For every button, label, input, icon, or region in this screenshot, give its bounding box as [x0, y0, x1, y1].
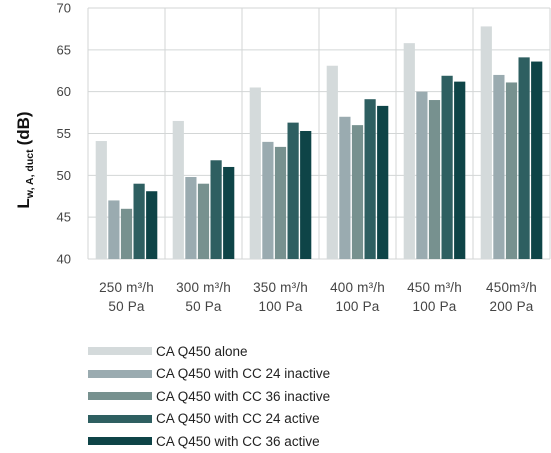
x-axis-categories: 250 m³/h 50 Pa 300 m³/h 50 Pa 350 m³/h 100 Pa… [99, 280, 537, 314]
y-axis-ticks: 40 45 50 55 60 65 70 [57, 1, 71, 267]
x-category-label: 450 m³/h [407, 280, 462, 295]
y-axis-label-unit: (dB) [14, 111, 33, 145]
legend-label: CA Q450 with CC 36 inactive [156, 388, 331, 404]
x-category-label: 100 Pa [336, 299, 380, 314]
y-axis-label-main: L [14, 198, 33, 208]
bar [300, 130, 312, 259]
x-category-label: 200 Pa [490, 299, 534, 314]
legend-swatch [88, 437, 152, 446]
x-category-label: 350 m³/h [253, 280, 308, 295]
bar [95, 141, 107, 259]
x-category-label: 300 m³/h [176, 280, 231, 295]
x-category-label: 400 m³/h [330, 280, 385, 295]
bar [223, 166, 235, 259]
x-category-label: 100 Pa [413, 299, 457, 314]
bar [108, 200, 120, 259]
bar [287, 122, 299, 259]
bar [249, 87, 261, 259]
legend-swatch [88, 369, 152, 378]
x-category-label: 50 Pa [108, 299, 145, 314]
bar [403, 43, 415, 259]
legend-label: CA Q450 with CC 24 inactive [156, 366, 331, 382]
bar [493, 74, 505, 259]
bar [172, 120, 184, 259]
bar [146, 191, 158, 259]
bar [377, 105, 389, 259]
legend-item: CA Q450 with CC 36 inactive [88, 385, 330, 408]
bar [364, 99, 376, 260]
legend-swatch [88, 414, 152, 423]
bar [505, 82, 518, 259]
x-category-label: 250 m³/h [99, 280, 154, 295]
y-axis-label-subscript: w, A, duct [24, 149, 36, 199]
bar [197, 183, 210, 259]
bar [351, 125, 364, 259]
chart-grid [87, 7, 551, 260]
legend-item: CA Q450 with CC 36 active [88, 430, 330, 453]
bar [339, 116, 351, 260]
legend-swatch [88, 347, 152, 356]
x-category-label: 50 Pa [185, 299, 222, 314]
chart-legend: CA Q450 alone CA Q450 with CC 24 inactive… [88, 340, 330, 453]
bar [120, 208, 133, 259]
bar [531, 61, 543, 260]
bar [480, 26, 492, 260]
legend-item: CA Q450 alone [88, 340, 330, 363]
y-tick-label: 45 [57, 210, 71, 225]
y-tick-label: 50 [57, 168, 71, 183]
bar [518, 57, 530, 259]
bar-chart: 40 45 50 55 60 65 70 250 m³/h 50 Pa 300 m³/h 50 P… [14, 1, 551, 314]
bar [185, 177, 197, 259]
y-axis-label: Lw, A, duct (dB) [14, 111, 36, 208]
bar [416, 91, 428, 260]
legend-label: CA Q450 with CC 24 active [156, 411, 320, 427]
bar [274, 146, 287, 259]
bar [133, 183, 145, 259]
bar [441, 75, 453, 260]
y-tick-label: 40 [57, 252, 71, 267]
chart-bars [95, 26, 543, 260]
y-tick-label: 55 [57, 126, 71, 141]
legend-item: CA Q450 with CC 24 inactive [88, 363, 330, 386]
legend-label: CA Q450 alone [156, 343, 248, 359]
y-tick-label: 65 [57, 42, 71, 57]
x-category-label: 450m³/h [486, 280, 537, 295]
legend-item: CA Q450 with CC 24 active [88, 408, 330, 431]
bar [210, 160, 222, 259]
legend-label: CA Q450 with CC 36 active [156, 433, 320, 449]
x-category-label: 100 Pa [259, 299, 303, 314]
bar [454, 81, 466, 259]
y-tick-label: 60 [57, 84, 71, 99]
y-tick-label: 70 [57, 1, 71, 16]
bar [326, 65, 338, 259]
bar [428, 100, 441, 260]
bar [262, 141, 274, 259]
legend-swatch [88, 392, 152, 401]
